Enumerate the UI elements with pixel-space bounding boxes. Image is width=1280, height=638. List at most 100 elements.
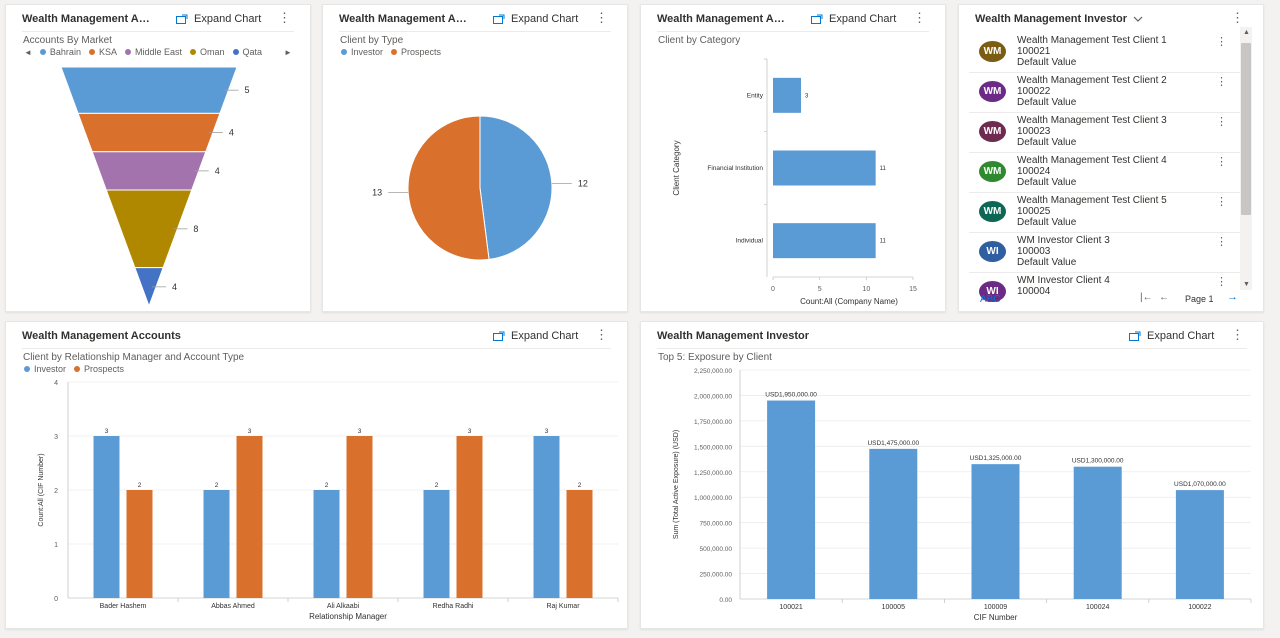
legend-item[interactable]: KSA — [88, 47, 117, 57]
more-options-icon[interactable]: ⋮ — [1216, 276, 1227, 288]
investor-list-item[interactable]: WM Wealth Management Test Client 5 100025 D… — [969, 193, 1241, 233]
bar-data-label: 11 — [880, 166, 887, 172]
investor-id: 100021 — [1017, 46, 1051, 57]
investor-value: Default Value — [1017, 97, 1077, 108]
legend-item[interactable]: Investor — [341, 47, 383, 57]
investor-list-item[interactable]: WI WM Investor Client 3 100003 Default Valu… — [969, 233, 1241, 273]
expand-icon — [811, 14, 823, 24]
y-axis-title: Sum (Total Active Exposure) (USD) — [673, 430, 680, 539]
chevron-down-icon[interactable] — [1133, 15, 1143, 23]
investor-list-card: Wealth Management Investor ⋮ WM Wealth Ma… — [958, 4, 1264, 312]
expand-chart-button[interactable]: Expand Chart — [493, 330, 578, 342]
scroll-up-icon[interactable]: ▲ — [1243, 29, 1250, 36]
legend-prev-icon[interactable]: ◄ — [24, 47, 32, 57]
legend-label: Oman — [200, 47, 225, 57]
y-tick-label: 2,000,000.00 — [694, 393, 732, 400]
bar-client-100005 — [869, 448, 918, 599]
more-options-icon[interactable]: ⋮ — [1216, 76, 1227, 88]
card-title: Wealth Management Investor — [657, 330, 809, 342]
y-tick-label: 1 — [54, 542, 58, 549]
more-options-icon[interactable]: ⋮ — [1231, 327, 1244, 342]
chart-legend: ◄ Bahrain KSA Middle East Oman Qata ► — [24, 47, 292, 57]
more-options-icon[interactable]: ⋮ — [595, 327, 608, 342]
expand-chart-button[interactable]: Expand Chart — [811, 13, 896, 25]
legend-item[interactable]: Prospects — [74, 364, 124, 374]
funnel-segment-ksa — [77, 112, 221, 153]
more-options-icon[interactable]: ⋮ — [1231, 10, 1244, 25]
expand-chart-button[interactable]: Expand Chart — [1129, 330, 1214, 342]
bar-data-label: 3 — [248, 428, 252, 435]
funnel-segment-middle-east — [91, 151, 207, 191]
header-divider — [22, 31, 294, 32]
card-title: Wealth Management Ac... — [657, 13, 787, 25]
scroll-down-icon[interactable]: ▼ — [1243, 281, 1250, 288]
investor-name: WM Investor Client 4 — [1017, 275, 1110, 286]
bar-client-100009 — [971, 464, 1020, 599]
bar-data-label: USD1,070,000.00 — [1174, 481, 1226, 488]
scroll-thumb[interactable] — [1241, 43, 1251, 215]
more-options-icon[interactable]: ⋮ — [1216, 236, 1227, 248]
more-options-icon[interactable]: ⋮ — [1216, 116, 1227, 128]
bar-data-label: USD1,475,000.00 — [867, 440, 919, 447]
bar-data-label: USD1,300,000.00 — [1072, 458, 1124, 465]
first-page-icon[interactable]: |← — [1140, 292, 1153, 303]
more-options-icon[interactable]: ⋮ — [1216, 196, 1227, 208]
bar-data-label: 3 — [545, 428, 549, 435]
x-tick-label: 0 — [771, 286, 775, 293]
investor-list-item[interactable]: WM Wealth Management Test Client 1 100021 D… — [969, 33, 1241, 73]
header-divider — [339, 31, 611, 32]
legend-item[interactable]: Investor — [24, 364, 66, 374]
previous-page-icon[interactable]: ← — [1159, 292, 1169, 303]
investor-list-item-text: WM Investor Client 4 100004 — [1017, 275, 1110, 297]
expand-icon — [493, 331, 505, 341]
legend-item[interactable]: Bahrain — [39, 47, 81, 57]
legend-item[interactable]: Middle East — [124, 47, 182, 57]
funnel-data-label: 4 — [172, 282, 177, 292]
x-axis-title: Count:All (Company Name) — [800, 297, 898, 306]
avatar: WM — [979, 121, 1006, 142]
y-tick-label: 0 — [54, 596, 58, 603]
more-options-icon[interactable]: ⋮ — [595, 10, 608, 25]
legend-item[interactable]: Qata — [232, 47, 263, 57]
expand-chart-label: Expand Chart — [511, 13, 579, 25]
abc-filter-link[interactable]: ABC — [980, 294, 1001, 305]
expand-chart-button[interactable]: Expand Chart — [176, 13, 261, 25]
next-page-icon[interactable]: → — [1227, 291, 1238, 303]
exposure-bar-chart: 0.00 250,000.00 500,000.00 750,000.00 1,000,… — [673, 368, 1252, 622]
more-options-icon[interactable]: ⋮ — [1216, 156, 1227, 168]
investor-id: 100004 — [1017, 286, 1051, 297]
bar-investor-raj-kumar — [533, 436, 560, 598]
investor-id: 100022 — [1017, 86, 1051, 97]
investor-list-item[interactable]: WI WM Investor Client 4 100004 ⋮ — [969, 273, 1241, 311]
x-tick-label: Bader Hashem — [100, 603, 147, 610]
more-options-icon[interactable]: ⋮ — [278, 10, 291, 25]
investor-list-item[interactable]: WM Wealth Management Test Client 4 100024 D… — [969, 153, 1241, 193]
legend-label: Qata — [242, 47, 263, 57]
more-options-icon[interactable]: ⋮ — [913, 10, 926, 25]
expand-chart-button[interactable]: Expand Chart — [493, 13, 578, 25]
legend-swatch — [341, 49, 347, 55]
more-options-icon[interactable]: ⋮ — [1216, 36, 1227, 48]
legend-item[interactable]: Oman — [190, 47, 225, 57]
chart-subtitle: Accounts By Market — [23, 35, 112, 46]
bar-data-label: 3 — [805, 93, 809, 99]
chart-subtitle: Client by Category — [658, 35, 741, 46]
investor-name: WM Investor Client 3 — [1017, 235, 1110, 246]
funnel-data-label: 8 — [193, 224, 198, 234]
y-axis-title: Count:All (CIF Number) — [38, 453, 45, 526]
bar-data-label: 3 — [105, 428, 109, 435]
view-selector-title[interactable]: Wealth Management Investor — [975, 13, 1127, 25]
bar-client-100024 — [1073, 466, 1122, 599]
card-header: Wealth Management Ac... — [6, 5, 310, 33]
investor-list-item[interactable]: WM Wealth Management Test Client 3 100023 D… — [969, 113, 1241, 153]
x-tick-label: 100005 — [882, 604, 905, 611]
scrollbar[interactable]: ▲ ▼ — [1240, 27, 1252, 290]
legend-item[interactable]: Prospects — [391, 47, 441, 57]
investor-list-item[interactable]: WM Wealth Management Test Client 2 100022 D… — [969, 73, 1241, 113]
card-header: Wealth Management Ac... — [323, 5, 627, 33]
list-pager: ABC |← ← Page 1 → — [959, 289, 1263, 311]
header-divider — [22, 348, 611, 349]
x-tick-label: 5 — [818, 286, 822, 293]
card-title: Wealth Management Ac... — [339, 13, 469, 25]
legend-next-icon[interactable]: ► — [284, 47, 292, 57]
